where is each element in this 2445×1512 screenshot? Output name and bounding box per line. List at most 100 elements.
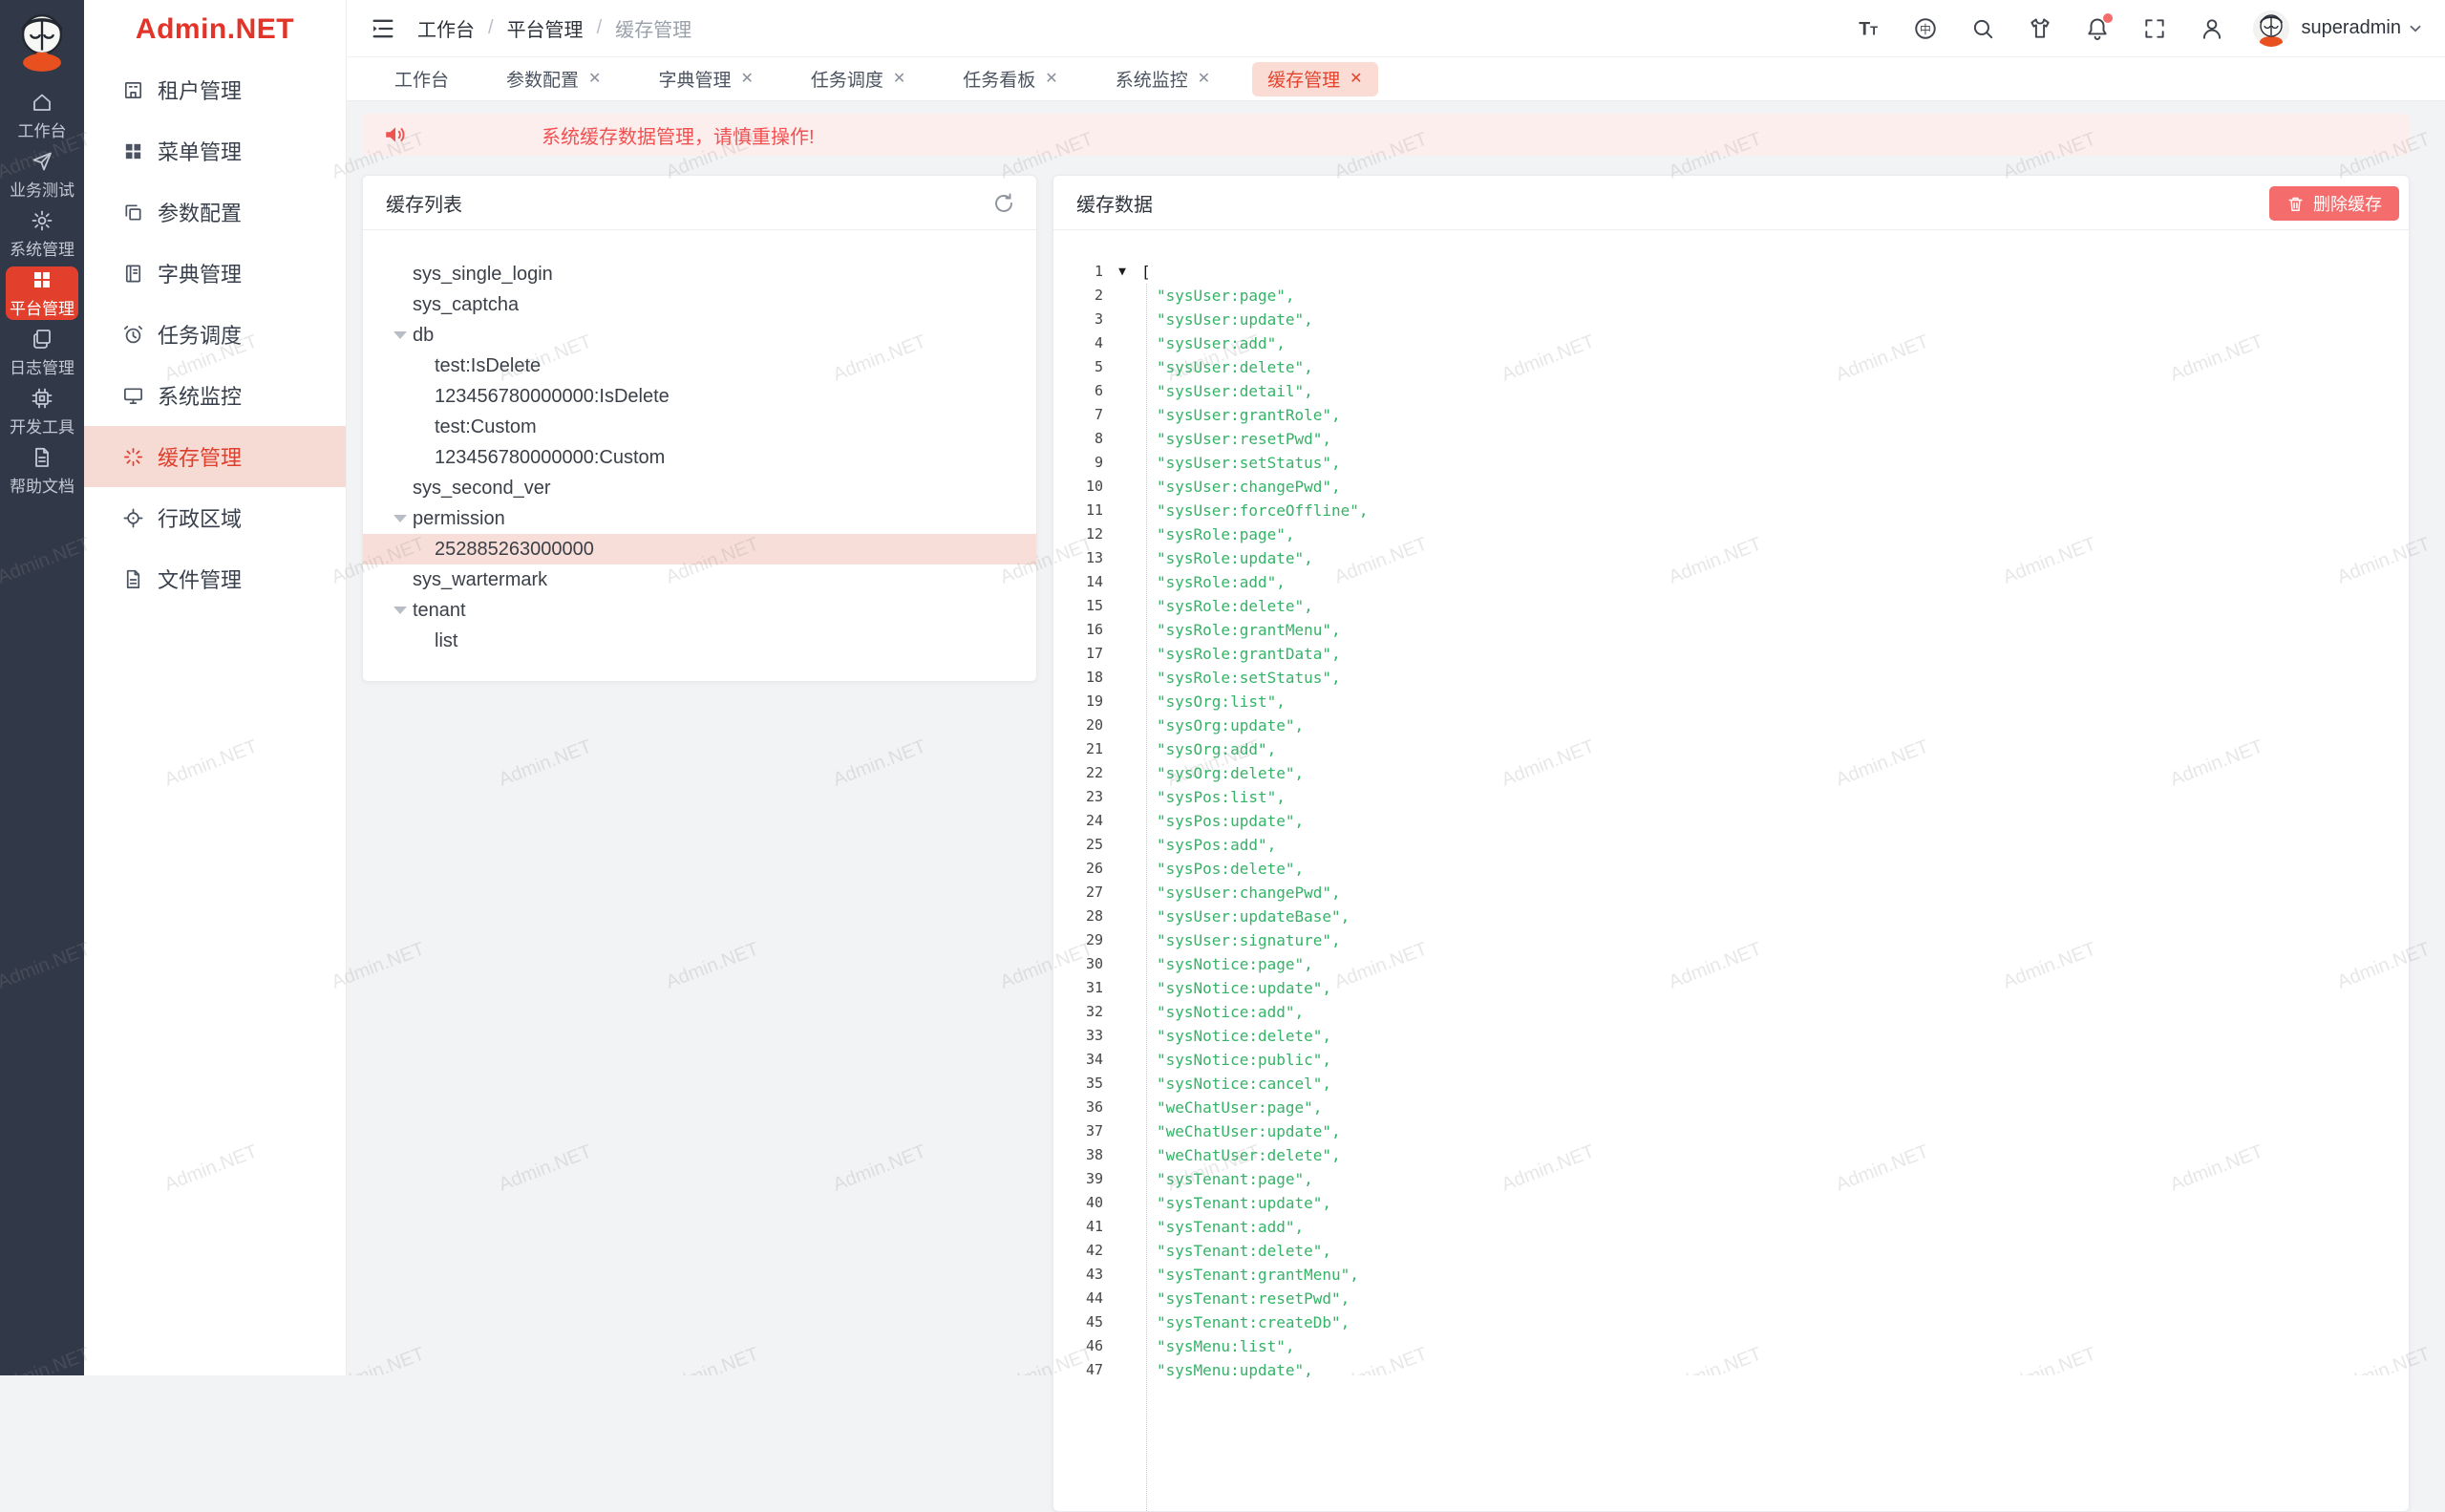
brand[interactable]: Admin.NET <box>84 0 346 59</box>
fold-slot-empty <box>1103 737 1141 761</box>
monitor-icon <box>122 385 144 407</box>
fold-slot-empty <box>1103 1215 1141 1239</box>
caret-down-icon[interactable] <box>388 607 413 614</box>
code-line: 18"sysRole:setStatus", <box>1053 666 2409 690</box>
rail-item-工作台[interactable]: 工作台 <box>0 86 84 145</box>
menu-item-文件管理[interactable]: 文件管理 <box>84 548 346 609</box>
rail-item-开发工具[interactable]: 开发工具 <box>0 382 84 441</box>
line-number: 9 <box>1053 451 1103 475</box>
rail-item-帮助文档[interactable]: 帮助文档 <box>0 441 84 500</box>
rail-item-系统管理[interactable]: 系统管理 <box>0 204 84 264</box>
tree-node-test:Custom[interactable]: test:Custom <box>363 412 1036 442</box>
close-icon[interactable]: ✕ <box>1198 72 1210 87</box>
tab-参数配置[interactable]: 参数配置✕ <box>491 62 616 96</box>
tab-工作台[interactable]: 工作台 <box>379 62 464 96</box>
code-string: "sysNotice:page", <box>1141 952 1313 976</box>
collapse-menu-icon[interactable] <box>370 15 396 42</box>
code-line: 47"sysMenu:update", <box>1053 1358 2409 1382</box>
rail-item-业务测试[interactable]: 业务测试 <box>0 145 84 204</box>
refresh-icon[interactable] <box>992 192 1015 215</box>
tree-node-123456780000000:Custom[interactable]: 123456780000000:Custom <box>363 442 1036 473</box>
code-string: "sysOrg:add", <box>1141 737 1276 761</box>
tree-node-sys_single_login[interactable]: sys_single_login <box>363 259 1036 289</box>
code-string: "sysPos:list", <box>1141 785 1286 809</box>
code-line: 3"sysUser:update", <box>1053 308 2409 331</box>
tree-node-252885263000000[interactable]: 252885263000000 <box>363 534 1036 564</box>
line-number: 36 <box>1053 1096 1103 1119</box>
code-line: 36"weChatUser:page", <box>1053 1096 2409 1119</box>
line-number: 30 <box>1053 952 1103 976</box>
tree-node-sys_captcha[interactable]: sys_captcha <box>363 289 1036 320</box>
tab-任务看板[interactable]: 任务看板✕ <box>947 62 1073 96</box>
json-viewer[interactable]: 1▼[2"sysUser:page",3"sysUser:update",4"s… <box>1053 260 2409 1511</box>
tab-系统监控[interactable]: 系统监控✕ <box>1100 62 1225 96</box>
theme-icon[interactable] <box>2028 16 2052 41</box>
tab-缓存管理[interactable]: 缓存管理✕ <box>1252 62 1377 96</box>
menu-item-任务调度[interactable]: 任务调度 <box>84 304 346 365</box>
caret-down-icon[interactable] <box>388 331 413 339</box>
fold-slot-empty <box>1103 761 1141 785</box>
rail-item-日志管理[interactable]: 日志管理 <box>0 323 84 382</box>
menu-item-行政区域[interactable]: 行政区域 <box>84 487 346 548</box>
breadcrumb-separator: / <box>488 17 494 39</box>
code-line: 13"sysRole:update", <box>1053 546 2409 570</box>
menu-item-参数配置[interactable]: 参数配置 <box>84 181 346 243</box>
tree-node-tenant[interactable]: tenant <box>363 595 1036 626</box>
tree-node-db[interactable]: db <box>363 320 1036 351</box>
code-string: "sysMenu:update", <box>1141 1358 1313 1382</box>
menu-item-缓存管理[interactable]: 缓存管理 <box>84 426 346 487</box>
fold-caret-icon[interactable]: ▼ <box>1103 260 1141 284</box>
close-icon[interactable]: ✕ <box>740 72 753 87</box>
search-icon[interactable] <box>1970 16 1995 41</box>
menu-item-租户管理[interactable]: 租户管理 <box>84 59 346 120</box>
tab-字典管理[interactable]: 字典管理✕ <box>643 62 768 96</box>
language-icon[interactable]: 中 <box>1913 16 1938 41</box>
caret-down-icon[interactable] <box>388 515 413 522</box>
tree-node-sys_wartermark[interactable]: sys_wartermark <box>363 564 1036 595</box>
current-username[interactable]: superadmin <box>2301 17 2401 39</box>
tree-node-label: 123456780000000:Custom <box>435 447 665 469</box>
line-number: 39 <box>1053 1167 1103 1191</box>
fullscreen-icon[interactable] <box>2142 16 2167 41</box>
rail-item-平台管理[interactable]: 平台管理 <box>0 264 84 323</box>
caret-shape <box>393 607 407 614</box>
code-string: "sysUser:changePwd", <box>1141 881 1341 905</box>
chevron-down-icon[interactable] <box>2407 20 2424 37</box>
code-string: "sysTenant:add", <box>1141 1215 1304 1239</box>
menu-item-label: 任务调度 <box>158 319 242 350</box>
menu-item-字典管理[interactable]: 字典管理 <box>84 243 346 304</box>
fold-slot-empty <box>1103 618 1141 642</box>
rail-item-label: 业务测试 <box>10 177 74 201</box>
notification-icon[interactable] <box>2085 16 2110 41</box>
line-number: 24 <box>1053 809 1103 833</box>
breadcrumb-item[interactable]: 工作台 <box>417 14 475 42</box>
user-avatar[interactable] <box>2253 11 2289 47</box>
line-number: 8 <box>1053 427 1103 451</box>
tree-node-sys_second_ver[interactable]: sys_second_ver <box>363 473 1036 503</box>
profile-icon[interactable] <box>2200 16 2224 41</box>
code-line: 34"sysNotice:public", <box>1053 1048 2409 1072</box>
svg-text:中: 中 <box>1921 22 1932 35</box>
alert-text: 系统缓存数据管理，请慎重操作! <box>542 121 815 149</box>
breadcrumb-item[interactable]: 平台管理 <box>507 14 584 42</box>
close-icon[interactable]: ✕ <box>588 72 601 87</box>
cpu-icon <box>31 387 53 410</box>
close-icon[interactable]: ✕ <box>1045 72 1057 87</box>
tree-node-123456780000000:IsDelete[interactable]: 123456780000000:IsDelete <box>363 381 1036 412</box>
menu-item-系统监控[interactable]: 系统监控 <box>84 365 346 426</box>
line-number: 14 <box>1053 570 1103 594</box>
code-string: "sysTenant:update", <box>1141 1191 1331 1215</box>
app-logo[interactable] <box>0 0 84 73</box>
tab-任务调度[interactable]: 任务调度✕ <box>796 62 921 96</box>
tree-node-permission[interactable]: permission <box>363 503 1036 534</box>
close-icon[interactable]: ✕ <box>1350 72 1362 87</box>
delete-cache-button[interactable]: 删除缓存 <box>2269 186 2399 221</box>
code-line: 30 "sysNotice:page", <box>1053 952 2409 976</box>
tree-node-list[interactable]: list <box>363 626 1036 656</box>
close-icon[interactable]: ✕ <box>893 72 905 87</box>
menu-item-菜单管理[interactable]: 菜单管理 <box>84 120 346 181</box>
code-line: 45"sysTenant:createDb", <box>1053 1310 2409 1334</box>
tree-node-test:IsDelete[interactable]: test:IsDelete <box>363 351 1036 381</box>
